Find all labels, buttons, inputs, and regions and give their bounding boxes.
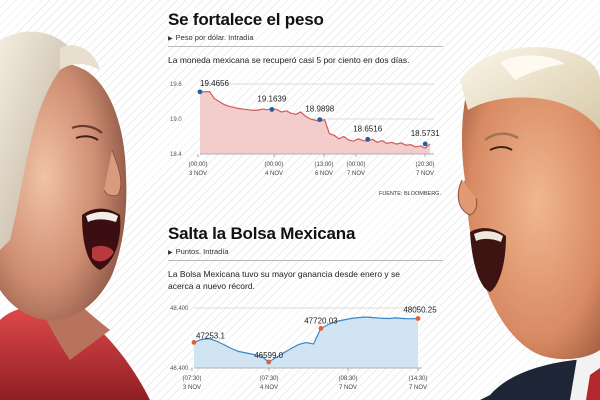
data-label: 19.1639: [257, 94, 286, 103]
x-tick-date-label: 7 NOV: [339, 385, 357, 391]
series-area: [200, 91, 430, 154]
x-tick-date-label: 7 NOV: [416, 171, 434, 177]
data-point: [317, 117, 323, 122]
peso-chart-title: Se fortalece el peso: [168, 10, 324, 29]
x-tick-time-label: (00:00): [188, 162, 207, 168]
peso-chart-subtitle: ▶ Peso por dólar. Intradía: [168, 33, 443, 42]
data-point: [415, 316, 421, 321]
x-tick-time-label: (08:30): [338, 376, 357, 382]
peso-chart-source: FUENTE: BLOOMBERG.: [378, 191, 441, 197]
x-tick-date-label: 7 NOV: [347, 171, 365, 177]
y-tick-label: 18.4: [170, 152, 182, 158]
bolsa-description-line-1: La Bolsa Mexicana tuvo su mayor ganancia…: [168, 269, 400, 279]
hillary-clinton-photo: [0, 0, 175, 400]
x-tick-date-label: 7 NOV: [409, 385, 427, 391]
peso-panel: Se fortalece el peso ▶ Peso por dólar. In…: [168, 0, 443, 205]
peso-divider: [168, 46, 443, 47]
x-tick-time-label: (07:30): [182, 376, 201, 382]
x-tick-time-label: (20:30): [415, 162, 434, 168]
bolsa-chart-subtitle-text: Puntos. Intradía: [175, 247, 229, 256]
x-tick-date-label: 3 NOV: [189, 171, 207, 177]
bolsa-panel: Salta la Bolsa Mexicana ▶ Puntos. Intradí…: [168, 218, 443, 400]
data-point: [269, 107, 275, 112]
x-tick-time-label: (07:30): [259, 376, 278, 382]
data-point: [197, 89, 203, 95]
data-point: [318, 325, 324, 331]
data-label: 19.4656: [200, 79, 229, 88]
data-point: [365, 136, 371, 142]
bolsa-chart-description: La Bolsa Mexicana tuvo su mayor ganancia…: [168, 268, 443, 292]
y-tick-label: 46,400: [170, 366, 189, 372]
data-label: 47720.03: [304, 316, 338, 325]
data-label: 18.6516: [353, 124, 382, 133]
peso-chart: 19.6 19.0 18.4 19.4656 19.1639 18.9898 18.6516…: [170, 79, 440, 177]
donald-trump-photo: [440, 0, 600, 400]
bolsa-divider: [168, 260, 443, 261]
bolsa-chart-title: Salta la Bolsa Mexicana: [168, 224, 356, 243]
x-tick-date-label: 3 NOV: [183, 385, 201, 391]
data-label: 46599.0: [254, 351, 283, 360]
data-label: 18.9898: [305, 105, 334, 114]
data-label: 48050.25: [403, 305, 437, 314]
y-tick-label: 19.0: [170, 117, 182, 123]
x-tick-time-label: (00:00): [264, 162, 283, 168]
data-point: [422, 141, 428, 147]
data-point: [191, 340, 197, 345]
peso-chart-subtitle-text: Peso por dólar. Intradía: [175, 33, 254, 42]
bolsa-chart-subtitle: ▶ Puntos. Intradía: [168, 247, 443, 256]
x-tick-time-label: (14:30): [408, 376, 427, 382]
peso-chart-description: La moneda mexicana se recuperó casi 5 po…: [168, 55, 410, 65]
y-tick-label: 48,400: [170, 306, 189, 312]
y-tick-label: 19.6: [170, 82, 182, 88]
data-label: 47253.1: [196, 331, 225, 340]
data-point: [266, 359, 272, 365]
triangle-bullet-icon: ▶: [168, 36, 173, 42]
series-line: [199, 90, 431, 149]
bolsa-description-line-2: acerca a nuevo récord.: [168, 281, 255, 291]
bolsa-chart: 48,400 46,400 47253.1 46599.0 47720.03 48050.…: [170, 305, 437, 391]
x-tick-time-label: (13:00): [314, 162, 333, 168]
series-line: [193, 316, 419, 363]
x-tick-time-label: (00:00): [346, 162, 365, 168]
triangle-bullet-icon: ▶: [168, 250, 173, 256]
x-tick-date-label: 4 NOV: [260, 385, 278, 391]
x-tick-date-label: 6 NOV: [315, 171, 333, 177]
x-tick-date-label: 4 NOV: [265, 171, 283, 177]
data-label: 18.5731: [411, 129, 440, 138]
